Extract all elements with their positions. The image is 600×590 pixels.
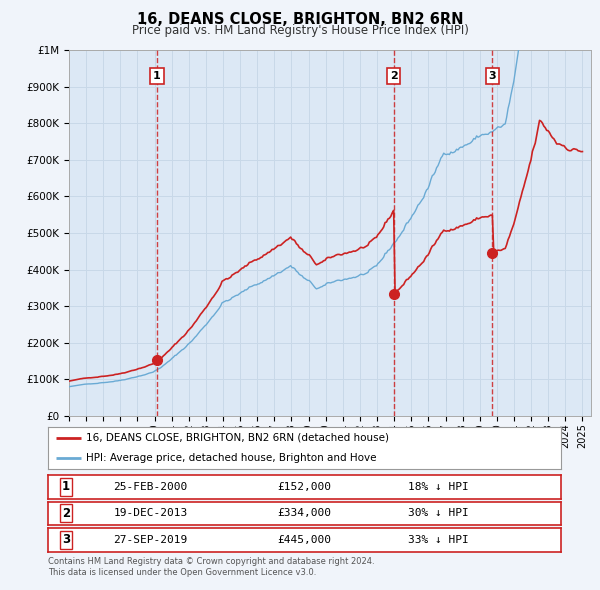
- Text: 3: 3: [62, 533, 70, 546]
- Text: £334,000: £334,000: [277, 509, 331, 518]
- Text: £152,000: £152,000: [277, 482, 331, 491]
- Text: 16, DEANS CLOSE, BRIGHTON, BN2 6RN: 16, DEANS CLOSE, BRIGHTON, BN2 6RN: [137, 12, 463, 27]
- Text: £445,000: £445,000: [277, 535, 331, 545]
- Text: This data is licensed under the Open Government Licence v3.0.: This data is licensed under the Open Gov…: [48, 568, 316, 577]
- Text: 19-DEC-2013: 19-DEC-2013: [113, 509, 188, 518]
- Text: 27-SEP-2019: 27-SEP-2019: [113, 535, 188, 545]
- Text: 2: 2: [390, 71, 398, 81]
- Text: Price paid vs. HM Land Registry's House Price Index (HPI): Price paid vs. HM Land Registry's House …: [131, 24, 469, 37]
- Text: 3: 3: [488, 71, 496, 81]
- Text: 1: 1: [62, 480, 70, 493]
- Text: 30% ↓ HPI: 30% ↓ HPI: [407, 509, 468, 518]
- Text: 16, DEANS CLOSE, BRIGHTON, BN2 6RN (detached house): 16, DEANS CLOSE, BRIGHTON, BN2 6RN (deta…: [86, 432, 389, 442]
- Text: 33% ↓ HPI: 33% ↓ HPI: [407, 535, 468, 545]
- Text: Contains HM Land Registry data © Crown copyright and database right 2024.: Contains HM Land Registry data © Crown c…: [48, 558, 374, 566]
- Text: 18% ↓ HPI: 18% ↓ HPI: [407, 482, 468, 491]
- Text: HPI: Average price, detached house, Brighton and Hove: HPI: Average price, detached house, Brig…: [86, 453, 377, 463]
- Text: 25-FEB-2000: 25-FEB-2000: [113, 482, 188, 491]
- Text: 1: 1: [153, 71, 161, 81]
- Text: 2: 2: [62, 507, 70, 520]
